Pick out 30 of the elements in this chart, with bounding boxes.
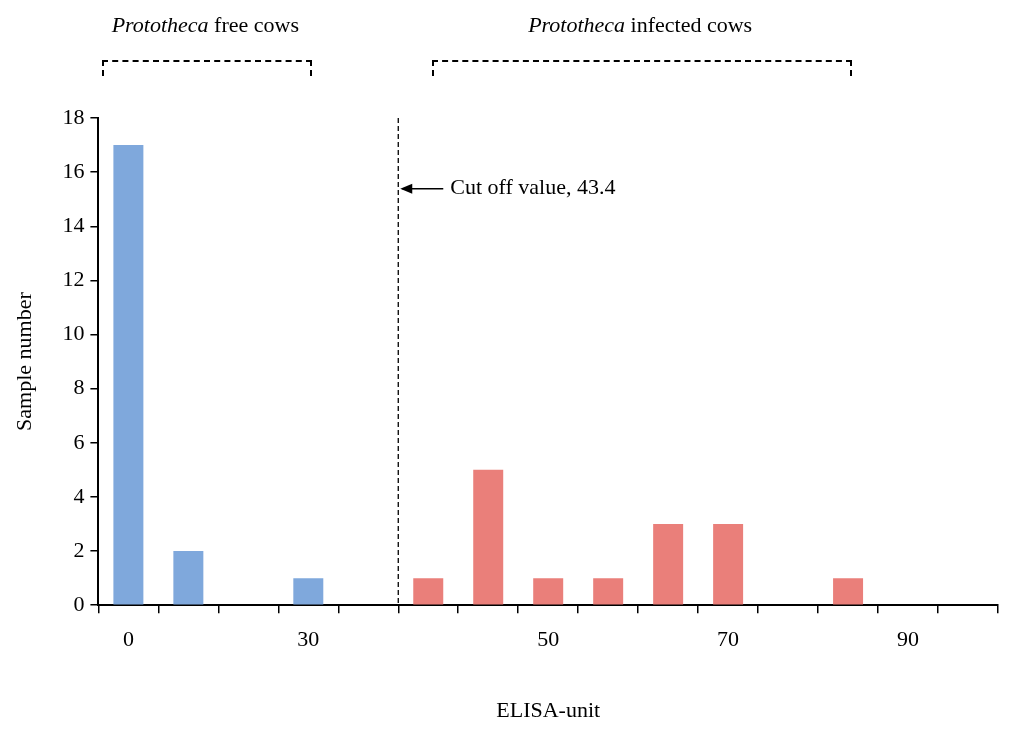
bar bbox=[533, 578, 564, 605]
x-tick-label: 50 bbox=[537, 626, 560, 652]
bar bbox=[593, 578, 624, 605]
x-tick-label: 0 bbox=[122, 626, 134, 652]
y-tick-label: 0 bbox=[73, 590, 85, 616]
bar bbox=[653, 524, 684, 605]
x-axis-title: ELISA-unit bbox=[496, 696, 601, 722]
bar bbox=[473, 469, 504, 605]
x-tick-label: 30 bbox=[297, 626, 320, 652]
y-tick-label: 8 bbox=[73, 374, 85, 400]
y-tick-label: 16 bbox=[62, 157, 85, 183]
text: Prototheca free cows bbox=[110, 12, 300, 38]
y-tick-label: 12 bbox=[62, 266, 85, 292]
y-axis-title: Sample number bbox=[10, 291, 36, 431]
text: Prototheca infected cows bbox=[527, 12, 754, 38]
x-tick-label: 90 bbox=[897, 626, 920, 652]
x-tick-label: 70 bbox=[717, 626, 740, 652]
bar bbox=[713, 524, 744, 605]
y-tick-label: 6 bbox=[73, 428, 85, 454]
y-tick-label: 10 bbox=[62, 320, 85, 346]
y-tick-label: 18 bbox=[62, 103, 85, 129]
bar bbox=[113, 145, 144, 605]
bar bbox=[173, 551, 204, 605]
bar bbox=[413, 578, 444, 605]
y-tick-label: 4 bbox=[73, 482, 85, 508]
bar bbox=[833, 578, 864, 605]
y-tick-label: 14 bbox=[62, 212, 85, 238]
bar bbox=[293, 578, 324, 605]
y-tick-label: 2 bbox=[73, 536, 85, 562]
annotation: Cut off value, 43.4 bbox=[450, 174, 616, 200]
